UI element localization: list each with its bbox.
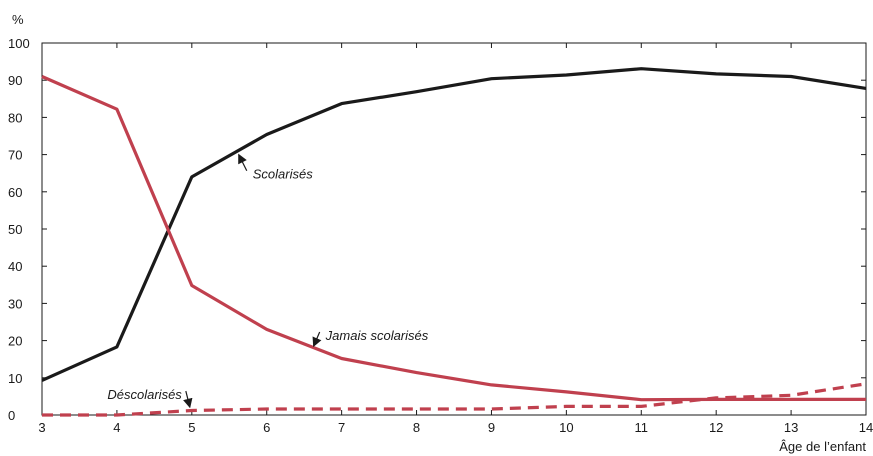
annotation-arrow	[183, 390, 193, 409]
y-tick-label: 80	[8, 110, 22, 125]
y-tick-label: 20	[8, 334, 22, 349]
annotation-arrow	[238, 153, 248, 172]
y-tick-label: 10	[8, 371, 22, 386]
axis-ticks: 3 4 5 6 7 8 9 10 11 12 13 14 0 10 20 30 40 50 60 70 80 90 100	[8, 36, 873, 435]
annotation-label: Jamais scolarisés	[325, 328, 429, 343]
x-tick-label: 6	[263, 420, 270, 435]
x-tick-label: 7	[338, 420, 345, 435]
x-axis-label: Âge de l’enfant	[779, 439, 866, 454]
x-tick-label: 3	[38, 420, 45, 435]
y-tick-label: 70	[8, 148, 22, 163]
y-tick-label: 60	[8, 185, 22, 200]
series-line-0	[41, 67, 867, 382]
x-tick-label: 12	[709, 420, 723, 435]
x-tick-label: 9	[488, 420, 495, 435]
y-tick-label: 0	[8, 408, 15, 423]
plot-frame	[41, 42, 867, 416]
y-tick-label: 100	[8, 36, 30, 51]
x-tick-label: 4	[113, 420, 120, 435]
x-tick-label: 13	[784, 420, 798, 435]
annotation-layer: Scolarisés Jamais scolarisés Déscolarisés	[107, 153, 429, 409]
x-tick-label: 5	[188, 420, 195, 435]
x-tick-label: 11	[635, 420, 649, 435]
series-layer	[41, 67, 867, 417]
annotation-label: Déscolarisés	[107, 387, 182, 402]
y-tick-label: 40	[8, 259, 22, 274]
x-tick-label: 10	[559, 420, 573, 435]
x-tick-label: 8	[413, 420, 420, 435]
y-tick-label: 30	[8, 296, 22, 311]
annotation-label: Scolarisés	[253, 167, 313, 182]
y-tick-label: 50	[8, 222, 22, 237]
y-tick-label: 90	[8, 73, 22, 88]
series-line-2	[42, 382, 867, 417]
annotation-arrow	[312, 331, 322, 348]
y-axis-label: %	[12, 12, 24, 27]
x-tick-label: 14	[859, 420, 873, 435]
series-line-1	[41, 75, 866, 402]
